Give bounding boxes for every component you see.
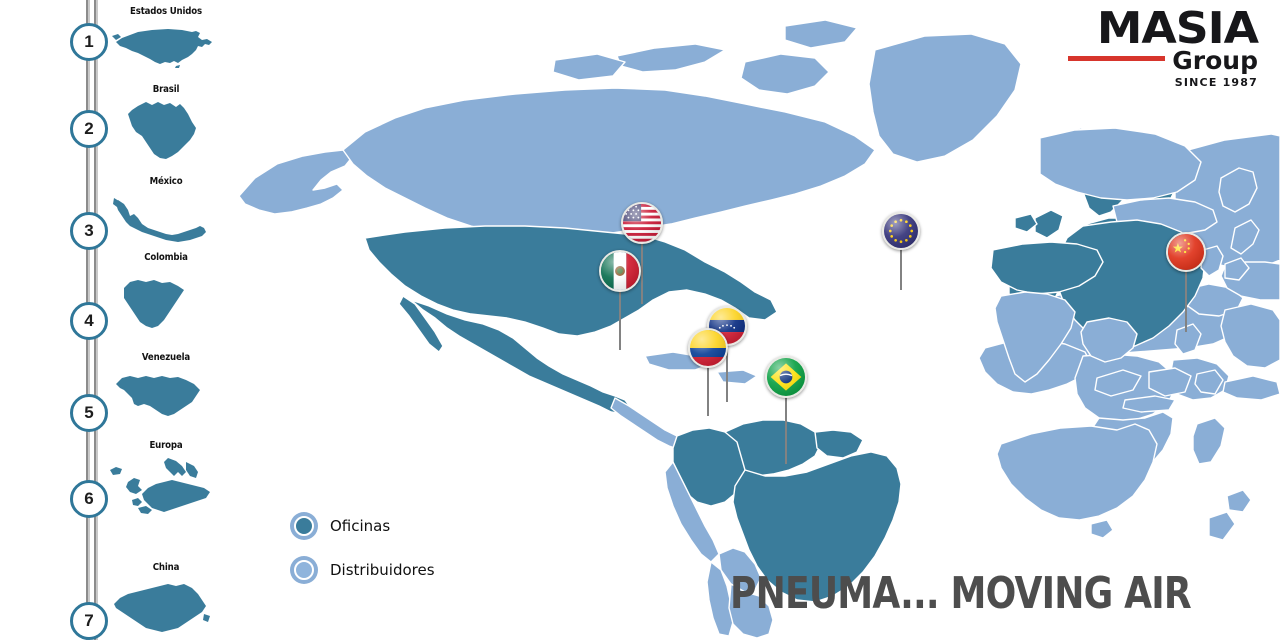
country-shape-brazil-icon [108,96,220,166]
legend-label: Oficinas [330,517,391,535]
region-middle-east [1220,303,1280,369]
map-pin-colombia[interactable] [688,328,728,418]
region-brazil [732,451,902,603]
pin-stem [725,344,729,402]
region-philippines [1174,323,1202,355]
map-pin-europa[interactable] [882,212,920,292]
region-venezuela [724,419,822,477]
region-victoria-island [552,53,626,81]
region-australia [996,423,1158,521]
region-arctic-islands [616,43,726,73]
flag-icon-us [621,202,663,244]
sidebar-item-europa[interactable]: Europa 6 [0,440,225,530]
pin-stem [784,396,788,464]
flag-icon-br [765,356,807,398]
sidebar-item-label: Venezuela [141,352,191,363]
sidebar-step-number: 1 [70,23,108,61]
sidebar-item-brasil[interactable]: Brasil 2 [0,84,225,174]
region-new-guinea [1222,375,1280,401]
sidebar-item-label: Brasil [152,84,180,95]
region-baffin [740,53,830,95]
legend-marker-distributor-icon [290,556,318,584]
region-japan [1230,219,1260,255]
region-java [1122,395,1176,413]
region-bolivia-paraguay [718,547,762,593]
flag-icon-mx [599,250,641,292]
world-map[interactable] [225,0,1280,640]
region-borneo [1148,367,1192,397]
region-ireland [1014,213,1038,233]
region-siberia-east [1039,127,1202,201]
legend-marker-office-icon [290,512,318,540]
region-new-zealand-south [1208,511,1236,541]
map-legend: Oficinas Distribuidores [290,508,435,596]
country-shape-europe-icon [108,454,220,516]
region-west-china [990,241,1104,295]
region-india [994,291,1076,383]
logo-wordmark: MASIA [1096,3,1259,54]
region-sumatra [1094,369,1142,397]
sidebar-timeline: Estados Unidos 1 Brasil 2 México [0,0,225,640]
region-uk [1034,209,1064,239]
pin-stem [899,248,903,290]
region-guyanas [814,429,864,459]
region-canada [342,87,876,239]
region-baja-california [398,295,444,353]
sidebar-item-label: Europa [149,440,183,451]
world-map-svg [238,19,1280,639]
sidebar-item-label: Estados Unidos [130,6,202,17]
flag-icon-eu [882,212,920,250]
pin-stem [618,290,622,350]
sidebar-step-number: 5 [70,394,108,432]
map-pin-china[interactable] [1166,232,1206,334]
tagline: PNEUMA... MOVING AIR [730,568,1192,619]
logo-red-bar [1068,55,1166,61]
sidebar-step-number: 2 [70,110,108,148]
region-new-zealand-north [1226,489,1252,513]
region-sulawesi [1194,369,1224,395]
region-chile [706,561,734,637]
sidebar-item-china[interactable]: China 7 [0,548,225,640]
region-alaska [238,149,354,215]
country-shape-mexico-icon [108,194,220,252]
sidebar-step-number: 4 [70,302,108,340]
sidebar-item-venezuela[interactable]: Venezuela 5 [0,350,225,440]
legend-item-distribuidores[interactable]: Distribuidores [290,552,435,588]
map-pin-mexico[interactable] [599,250,641,352]
country-shape-usa-icon [108,18,220,74]
sidebar-step-number: 7 [70,602,108,640]
pin-stem [640,242,644,304]
sidebar-step-number: 3 [70,212,108,250]
logo-subtitle: Group [1172,46,1258,76]
legend-label: Distribuidores [330,561,435,579]
sidebar-step-number: 6 [70,480,108,518]
region-japan-south [1224,257,1250,281]
region-southeast-asia [1080,317,1138,363]
flag-icon-cn [1166,232,1206,272]
region-kamchatka [1218,167,1258,213]
sidebar-item-colombia[interactable]: Colombia 4 [0,250,225,340]
sidebar-item-mexico[interactable]: México 3 [0,176,225,266]
legend-item-oficinas[interactable]: Oficinas [290,508,435,544]
region-madagascar [1192,417,1226,465]
sidebar-item-estados-unidos[interactable]: Estados Unidos 1 [0,0,225,90]
pin-stem [706,366,710,416]
sidebar-item-label: Colombia [144,252,188,263]
region-ellesmere [784,19,858,49]
sidebar-item-label: México [149,176,183,187]
logo-since: SINCE 1987 [1174,76,1258,90]
country-shape-colombia-icon [108,270,220,336]
region-argentina [728,583,774,639]
map-pin-brasil[interactable] [765,356,807,466]
sidebar-item-label: China [152,562,180,573]
flag-icon-co [688,328,728,368]
region-greenland [868,33,1022,163]
pin-stem [1184,270,1188,332]
region-tasmania [1090,519,1114,539]
country-shape-venezuela-icon [108,368,220,430]
country-shape-china-icon [108,580,220,638]
masia-group-logo[interactable]: MASIA Group SINCE 1987 [1068,6,1259,90]
